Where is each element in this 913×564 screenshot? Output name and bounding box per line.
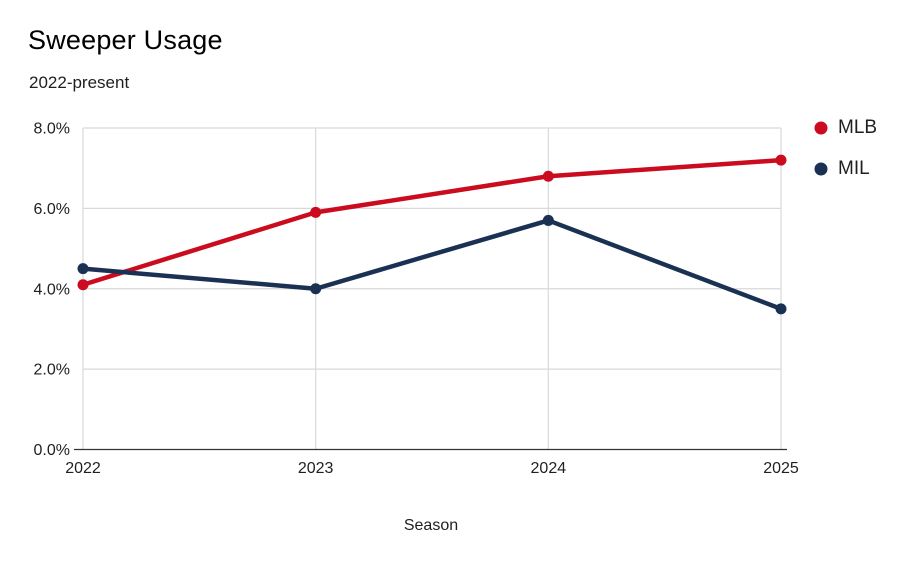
y-tick-label: 2.0%	[34, 362, 70, 379]
legend-label-mil: MIL	[838, 158, 870, 179]
legend-item-mlb[interactable]: MLB	[814, 117, 877, 139]
data-point-mil-2025[interactable]	[775, 303, 787, 315]
data-point-mlb-2024[interactable]	[542, 170, 554, 182]
data-point-mlb-2025[interactable]	[775, 154, 787, 166]
series-line-mlb	[80, 157, 784, 287]
legend: MLB MIL	[814, 117, 877, 180]
y-tick-label: 6.0%	[34, 201, 70, 218]
x-tick-label: 2025	[763, 460, 799, 477]
legend-label-mlb: MLB	[838, 117, 878, 138]
y-tick-label: 8.0%	[34, 121, 70, 138]
data-point-mil-2024[interactable]	[542, 214, 554, 226]
x-tick-label: 2024	[531, 460, 567, 477]
legend-dot-mil-icon	[814, 162, 828, 176]
data-point-mil-2022[interactable]	[77, 263, 89, 275]
chart-title: Sweeper Usage	[28, 25, 223, 55]
y-tick-label: 0.0%	[34, 442, 70, 459]
data-point-mlb-2022[interactable]	[77, 279, 89, 291]
x-tick-label: 2023	[298, 460, 334, 477]
legend-dot-mlb-icon	[814, 121, 828, 135]
series-line-mil	[80, 218, 784, 312]
y-tick-label: 4.0%	[34, 281, 70, 298]
data-point-mlb-2023[interactable]	[310, 206, 322, 218]
x-axis-title: Season	[404, 517, 458, 534]
x-tick-label: 2022	[65, 460, 101, 477]
data-point-mil-2023[interactable]	[310, 283, 322, 295]
legend-item-mil[interactable]: MIL	[814, 158, 877, 180]
plot-area: 0.0% 2.0% 4.0% 6.0% 8.0% 2022 2023 2024 2025	[34, 121, 799, 478]
chart-subtitle: 2022-present	[29, 73, 130, 92]
